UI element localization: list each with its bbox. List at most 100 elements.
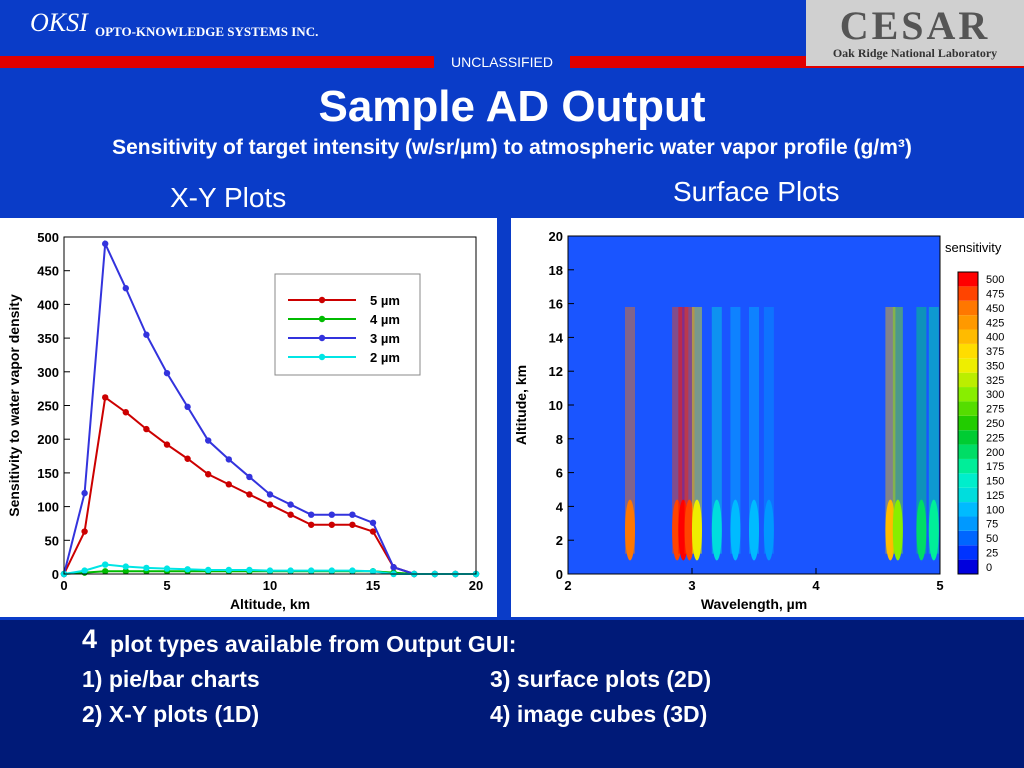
point: [102, 568, 109, 575]
colorbar-label: 325: [986, 375, 1004, 387]
y-tick-label: 0: [556, 567, 563, 582]
colorbar-cell: [958, 272, 978, 287]
x-tick-label: 2: [564, 578, 571, 593]
footer-item: 3) surface plots (2D): [490, 666, 712, 692]
point: [81, 528, 88, 535]
point: [369, 528, 377, 535]
colorbar-cell: [958, 286, 978, 301]
y-tick-label: 8: [556, 432, 563, 447]
y-tick-label: 300: [37, 365, 59, 380]
point: [287, 567, 294, 574]
point: [246, 473, 253, 481]
colorbar-label: 200: [986, 447, 1004, 459]
colorbar-label: 250: [986, 418, 1004, 430]
panel: [0, 218, 497, 617]
y-tick-label: 12: [549, 364, 563, 379]
point: [122, 568, 129, 575]
point: [122, 409, 129, 416]
point: [205, 471, 212, 478]
stripe: [684, 306, 695, 554]
y-tick-label: 10: [549, 398, 563, 413]
point: [308, 521, 315, 528]
stripe: [885, 306, 896, 554]
y-tick-label: 14: [549, 330, 564, 345]
point: [205, 566, 212, 574]
point: [349, 521, 356, 528]
hotspot: [892, 499, 903, 561]
point: [225, 566, 232, 574]
point: [328, 567, 335, 574]
colorbar-cell: [958, 473, 978, 488]
colorbar-cell: [958, 444, 978, 459]
footer-item: 4) image cubes (3D): [490, 701, 708, 727]
hotspot: [684, 499, 695, 561]
point: [369, 519, 377, 526]
x-axis-label: Altitude, km: [230, 596, 310, 612]
colorbar-cell: [958, 315, 978, 330]
colorbar-label: 400: [986, 332, 1004, 344]
y-tick-label: 400: [37, 297, 59, 312]
legend-marker: [318, 296, 326, 304]
footer-heading: plot types available from Output GUI:: [110, 631, 517, 657]
colorbar-label: 50: [986, 533, 998, 545]
footer-count: 4: [82, 624, 98, 654]
logo: OKSI: [30, 8, 88, 37]
point: [143, 331, 150, 338]
colorbar-frame: [957, 271, 979, 575]
subtitle: Sensitivity of target intensity (w/sr/µm…: [112, 136, 912, 159]
colorbar-cell: [958, 372, 978, 388]
colorbar-label: 475: [986, 289, 1004, 301]
y-tick-label: 500: [37, 230, 59, 245]
y-tick-label: 0: [52, 567, 59, 582]
point: [266, 567, 274, 574]
colorbar-title: sensitivity: [945, 240, 1002, 255]
x-tick-label: 15: [366, 578, 380, 593]
point: [143, 425, 150, 433]
point: [102, 561, 109, 568]
legend-marker: [318, 353, 326, 361]
colorbar-cell: [958, 458, 978, 474]
legend-marker: [318, 315, 326, 323]
field-stripes: [625, 306, 939, 561]
colorbar-cell: [958, 545, 978, 560]
x-tick-label: 20: [469, 578, 483, 593]
footer-item: 1) pie/bar charts: [82, 666, 260, 692]
point: [163, 441, 171, 448]
point: [308, 567, 315, 574]
partner-box: [806, 0, 1024, 66]
y-axis-label: Sensitivity to water vapor density: [6, 294, 22, 517]
classification: UNCLASSIFIED: [434, 53, 570, 71]
legend-label: 4 µm: [370, 312, 400, 327]
stripe: [749, 306, 759, 554]
point: [225, 481, 232, 488]
legend-label: 3 µm: [370, 331, 400, 346]
colorbar-cell: [958, 387, 978, 402]
point: [225, 456, 232, 463]
stripe: [730, 306, 741, 554]
point: [81, 489, 88, 497]
company: OPTO-KNOWLEDGE SYSTEMS INC.: [95, 24, 319, 39]
point: [205, 437, 212, 444]
colorbar-label: 350: [986, 360, 1004, 372]
stripe: [691, 306, 702, 554]
x-tick-label: 3: [688, 578, 695, 593]
partner-logo: CESAR: [839, 3, 991, 48]
point: [184, 403, 191, 411]
colorbar-cell: [958, 516, 978, 531]
hotspot: [928, 499, 939, 561]
colorbar-label: 500: [986, 274, 1004, 286]
point: [328, 511, 335, 518]
hotspot: [730, 499, 741, 561]
point: [246, 566, 253, 574]
stripe: [625, 306, 635, 554]
point: [163, 565, 171, 572]
point: [246, 491, 253, 498]
x-tick-label: 0: [60, 578, 67, 593]
stripe: [711, 306, 722, 554]
y-tick-label: 2: [556, 533, 563, 548]
y-tick-label: 16: [549, 297, 563, 312]
point: [102, 394, 109, 401]
point: [328, 521, 335, 528]
